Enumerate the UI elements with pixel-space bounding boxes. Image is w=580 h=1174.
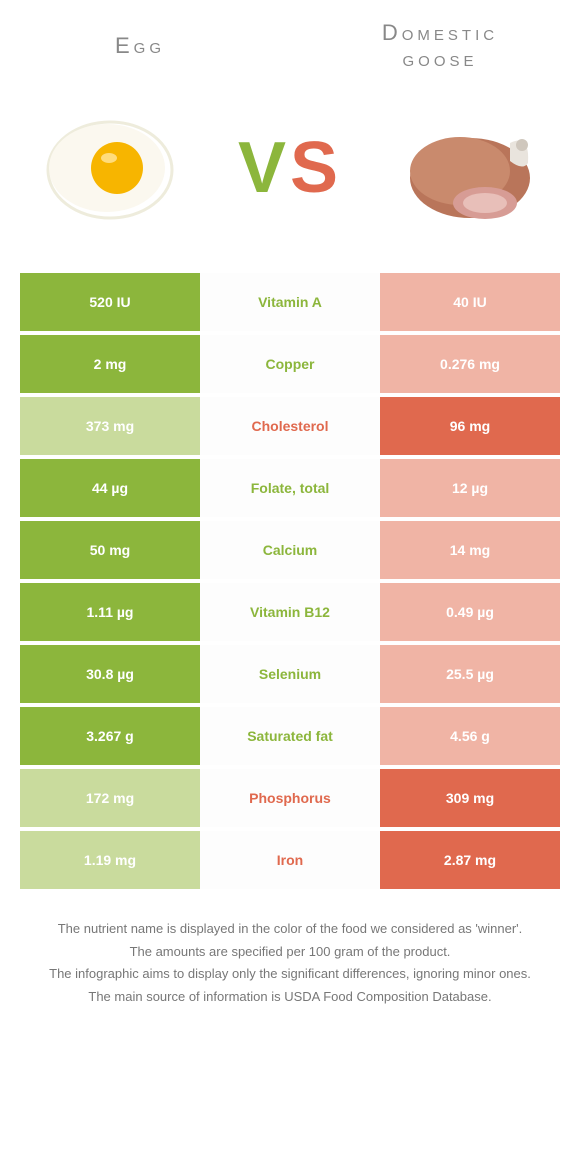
footer-line-2: The amounts are specified per 100 gram o… <box>30 942 550 963</box>
table-row: 172 mgPhosphorus309 mg <box>20 769 560 827</box>
value-left: 44 µg <box>20 459 200 517</box>
vs-label: VS <box>238 127 342 209</box>
value-right: 25.5 µg <box>380 645 560 703</box>
comparison-table: 520 IUVitamin A40 IU2 mgCopper0.276 mg37… <box>20 273 560 889</box>
table-row: 520 IUVitamin A40 IU <box>20 273 560 331</box>
footer-line-3: The infographic aims to display only the… <box>30 964 550 985</box>
value-right: 309 mg <box>380 769 560 827</box>
value-left: 30.8 µg <box>20 645 200 703</box>
footer-line-1: The nutrient name is displayed in the co… <box>30 919 550 940</box>
table-row: 1.11 µgVitamin B120.49 µg <box>20 583 560 641</box>
nutrient-label: Selenium <box>200 645 380 703</box>
vs-s: S <box>290 128 342 208</box>
table-row: 30.8 µgSelenium25.5 µg <box>20 645 560 703</box>
value-left: 2 mg <box>20 335 200 393</box>
table-row: 3.267 gSaturated fat4.56 g <box>20 707 560 765</box>
value-right: 0.276 mg <box>380 335 560 393</box>
egg-icon <box>20 93 200 243</box>
value-right: 0.49 µg <box>380 583 560 641</box>
nutrient-label: Iron <box>200 831 380 889</box>
nutrient-label: Phosphorus <box>200 769 380 827</box>
value-left: 520 IU <box>20 273 200 331</box>
vs-row: VS <box>0 83 580 273</box>
table-row: 1.19 mgIron2.87 mg <box>20 831 560 889</box>
goose-icon <box>380 93 560 243</box>
title-left: Egg <box>40 33 240 59</box>
table-row: 50 mgCalcium14 mg <box>20 521 560 579</box>
table-row: 44 µgFolate, total12 µg <box>20 459 560 517</box>
value-right: 2.87 mg <box>380 831 560 889</box>
value-right: 40 IU <box>380 273 560 331</box>
value-right: 12 µg <box>380 459 560 517</box>
table-row: 2 mgCopper0.276 mg <box>20 335 560 393</box>
value-right: 96 mg <box>380 397 560 455</box>
vs-v: V <box>238 128 290 208</box>
header: Egg Domestic goose <box>0 0 580 83</box>
nutrient-label: Saturated fat <box>200 707 380 765</box>
footer: The nutrient name is displayed in the co… <box>30 919 550 1008</box>
nutrient-label: Vitamin A <box>200 273 380 331</box>
value-right: 4.56 g <box>380 707 560 765</box>
table-row: 373 mgCholesterol96 mg <box>20 397 560 455</box>
nutrient-label: Copper <box>200 335 380 393</box>
nutrient-label: Cholesterol <box>200 397 380 455</box>
nutrient-label: Vitamin B12 <box>200 583 380 641</box>
value-left: 172 mg <box>20 769 200 827</box>
value-left: 1.19 mg <box>20 831 200 889</box>
nutrient-label: Calcium <box>200 521 380 579</box>
value-left: 373 mg <box>20 397 200 455</box>
value-left: 3.267 g <box>20 707 200 765</box>
value-right: 14 mg <box>380 521 560 579</box>
nutrient-label: Folate, total <box>200 459 380 517</box>
footer-line-4: The main source of information is USDA F… <box>30 987 550 1008</box>
title-right: Domestic goose <box>340 20 540 73</box>
value-left: 50 mg <box>20 521 200 579</box>
value-left: 1.11 µg <box>20 583 200 641</box>
